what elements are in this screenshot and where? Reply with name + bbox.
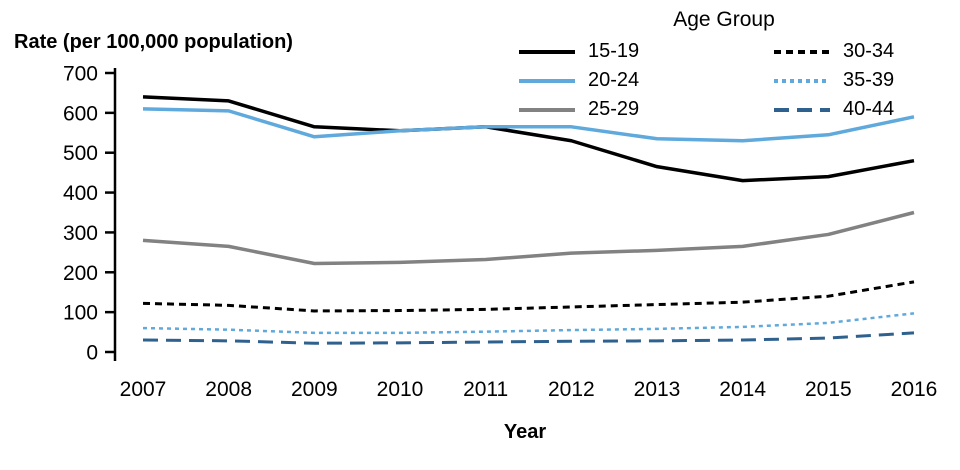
x-tick-label: 2014 <box>719 378 766 401</box>
legend-label: 35-39 <box>843 69 895 91</box>
legend-grid: 15-19 20-24 25-29 30-34 35-39 40-44 <box>518 37 930 124</box>
y-tick-label: 300 <box>63 222 98 245</box>
legend-item-15-19: 15-19 <box>518 37 713 66</box>
series-line-40-44 <box>142 331 915 345</box>
legend-item-40-44: 40-44 <box>773 95 930 124</box>
y-tick-label: 200 <box>63 262 98 285</box>
x-tick-label: 2009 <box>291 378 338 401</box>
legend-swatch-25-29 <box>519 107 575 112</box>
y-tick-label: 0 <box>86 342 98 365</box>
legend-swatch-35-39 <box>774 78 830 83</box>
x-tick-label: 2015 <box>805 378 852 401</box>
legend: Age Group 15-19 20-24 25-29 30-34 35-39 … <box>518 8 930 124</box>
series-line-20-24 <box>142 107 915 143</box>
legend-swatch-15-19 <box>519 49 575 54</box>
series-line-15-19 <box>142 95 915 183</box>
legend-label: 25-29 <box>588 98 640 120</box>
y-axis-title: Rate (per 100,000 population) <box>14 31 293 53</box>
x-tick-label: 2011 <box>463 378 508 401</box>
legend-item-30-34: 30-34 <box>773 37 930 66</box>
legend-title: Age Group <box>673 8 775 31</box>
x-axis-title: Year <box>503 421 547 443</box>
legend-label: 30-34 <box>843 40 895 62</box>
legend-item-20-24: 20-24 <box>518 66 713 95</box>
y-tick-label: 700 <box>63 63 98 86</box>
series-line-30-34 <box>142 280 915 313</box>
x-tick-label: 2016 <box>891 378 938 401</box>
legend-swatch-40-44 <box>774 107 830 112</box>
series-line-25-29 <box>142 210 915 266</box>
x-tick-label: 2007 <box>120 378 167 401</box>
legend-item-35-39: 35-39 <box>773 66 930 95</box>
x-tick-label: 2013 <box>634 378 681 401</box>
y-tick-label: 100 <box>63 302 98 325</box>
legend-label: 40-44 <box>843 98 895 120</box>
legend-swatch-20-24 <box>519 78 575 83</box>
y-tick-label: 600 <box>63 102 98 125</box>
legend-label: 15-19 <box>588 40 640 62</box>
series-line-35-39 <box>142 312 915 335</box>
legend-swatch-30-34 <box>774 49 830 54</box>
y-tick-label: 400 <box>63 182 98 205</box>
x-tick-label: 2010 <box>377 378 424 401</box>
y-tick-label: 500 <box>63 142 98 165</box>
x-tick-label: 2008 <box>205 378 252 401</box>
x-tick-label: 2012 <box>548 378 595 401</box>
legend-label: 20-24 <box>588 69 640 91</box>
legend-item-25-29: 25-29 <box>518 95 713 124</box>
